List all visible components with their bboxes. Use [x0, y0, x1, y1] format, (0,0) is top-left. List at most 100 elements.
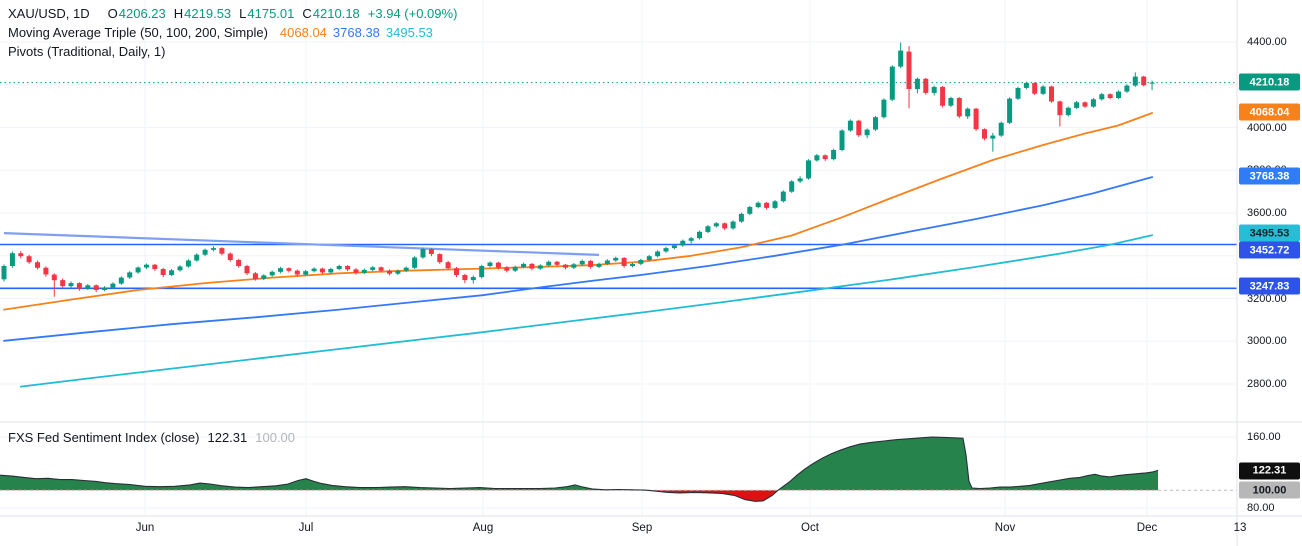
time-axis-label: Nov — [994, 522, 1016, 534]
ma-line-100 — [3, 176, 1153, 342]
candle-body — [940, 86, 946, 106]
candle-body — [898, 50, 904, 67]
price-axis-label: 3000.00 — [1247, 335, 1287, 348]
candle-body — [663, 248, 669, 252]
candle-body — [85, 285, 91, 289]
candle-body — [127, 272, 133, 278]
candlesticks — [1, 42, 1155, 297]
candle-body — [713, 223, 719, 227]
high-value: 4219.53 — [184, 6, 232, 21]
candle-body — [470, 277, 476, 281]
candle-body — [244, 266, 250, 274]
price-axis-label: 3200.00 — [1247, 292, 1287, 305]
ma200-value: 3495.53 — [385, 25, 433, 40]
sentiment-indicator-label: FXS Fed Sentiment Index (close) — [8, 430, 200, 445]
candle-body — [9, 253, 15, 266]
price-axis-label: 4000.00 — [1247, 121, 1287, 134]
candle-body — [906, 51, 912, 89]
candle-body — [931, 86, 937, 93]
candle-body — [68, 283, 74, 287]
main-price-panel[interactable] — [0, 42, 1237, 388]
price-badge: 3768.38 — [1239, 167, 1300, 185]
candle-body — [780, 191, 786, 202]
ma-legend-row[interactable]: Moving Average Triple (50, 100, 200, Sim… — [8, 24, 457, 42]
candle-body — [923, 78, 929, 93]
pivots-indicator-label: Pivots (Traditional, Daily, 1) — [8, 44, 166, 59]
price-axis-label: 4400.00 — [1247, 36, 1287, 48]
symbol-legend-row[interactable]: XAU/USD, 1D O4206.23 H4219.53 L4175.01 C4210… — [8, 5, 457, 23]
candle-body — [537, 265, 543, 269]
price-axis-label: 3600.00 — [1247, 207, 1287, 219]
sentiment-area-positive — [0, 437, 1158, 491]
candle-body — [990, 135, 996, 139]
time-axis-label: 13 — [1233, 522, 1247, 534]
candle-body — [428, 249, 434, 254]
candle-body — [336, 266, 342, 269]
candle-body — [278, 268, 283, 272]
sentiment-legend-row[interactable]: FXS Fed Sentiment Index (close) 122.31 100… — [8, 430, 295, 445]
candle-body — [236, 260, 242, 266]
candle-body — [110, 283, 116, 288]
legend-main: XAU/USD, 1D O4206.23 H4219.53 L4175.01 C4210… — [8, 5, 457, 62]
candle-body — [814, 155, 820, 161]
candle-body — [227, 253, 233, 260]
candle-body — [646, 256, 652, 260]
candle-body — [881, 99, 887, 118]
pivots-legend-row[interactable]: Pivots (Traditional, Daily, 1) — [8, 43, 457, 61]
candle-body — [353, 269, 359, 273]
candle-body — [596, 263, 602, 267]
candle-body — [730, 221, 736, 229]
candle-body — [554, 261, 560, 265]
candle-body — [613, 257, 619, 261]
candle-body — [412, 257, 418, 268]
high-label: H — [173, 6, 184, 21]
candle-body — [797, 178, 803, 182]
candle-body — [102, 287, 108, 290]
candle-body — [914, 78, 920, 90]
candle-body — [420, 249, 426, 258]
candle-body — [864, 129, 870, 136]
candle-body — [361, 269, 367, 273]
candle-body — [772, 201, 778, 208]
candle-body — [319, 268, 325, 273]
candle-body — [328, 269, 334, 273]
candle-body — [118, 277, 124, 284]
candle-body — [219, 248, 225, 254]
candle-body — [529, 263, 535, 269]
candle-body — [211, 248, 216, 250]
candle-body — [261, 275, 267, 279]
candle-body — [1074, 102, 1080, 108]
ma50-value: 4068.04 — [279, 25, 327, 40]
time-axis-label: Aug — [472, 522, 494, 534]
candle-body — [755, 202, 761, 208]
price-badge: 4210.18 — [1239, 73, 1300, 91]
sentiment-area-negative — [0, 490, 1158, 502]
candle-body — [1124, 85, 1130, 92]
low-label: L — [239, 6, 247, 21]
candle-body — [487, 262, 493, 266]
candle-body — [764, 202, 770, 208]
candle-body — [831, 150, 837, 160]
candle-body — [630, 263, 635, 266]
candle-body — [504, 267, 510, 271]
candle-body — [697, 231, 702, 239]
candle-body — [51, 274, 57, 281]
candle-body — [856, 120, 862, 136]
price-badge: 4068.04 — [1239, 103, 1300, 121]
sentiment-value: 122.31 — [207, 430, 248, 445]
sentiment-badge: 100.00 — [1239, 481, 1300, 499]
candle-body — [345, 266, 351, 270]
candle-body — [294, 270, 300, 275]
candle-body — [445, 262, 451, 269]
candle-body — [387, 270, 392, 274]
candle-body — [194, 254, 200, 261]
candle-body — [655, 251, 661, 257]
candle-body — [1007, 98, 1013, 123]
candle-body — [169, 270, 175, 275]
candle-body — [789, 181, 795, 192]
sentiment-badge: 122.31 — [1239, 462, 1300, 479]
ma-indicator-label: Moving Average Triple (50, 100, 200, Sim… — [8, 25, 268, 40]
sentiment-axis-label: 160.00 — [1247, 431, 1281, 443]
